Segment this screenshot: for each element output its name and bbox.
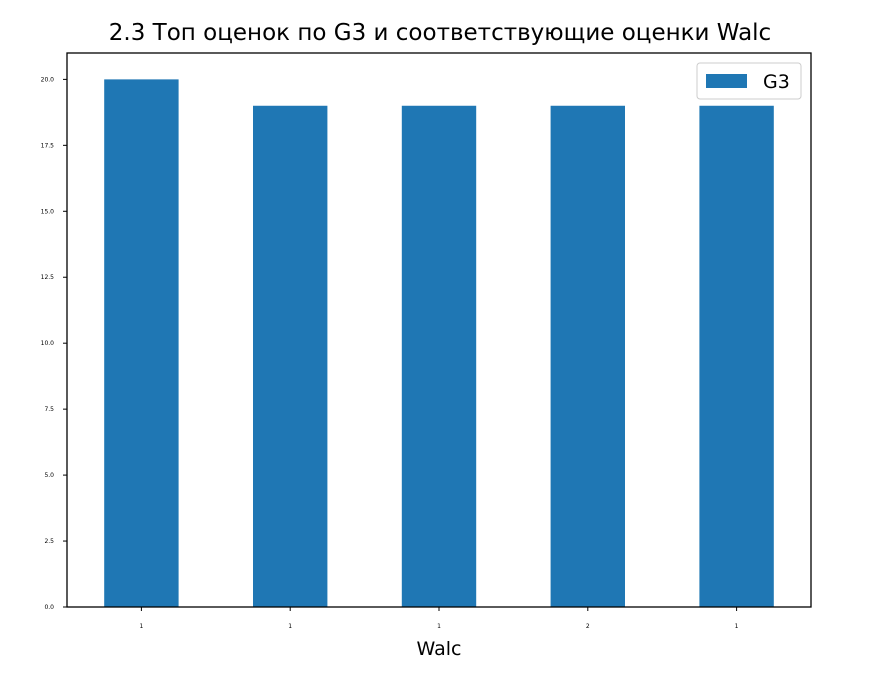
- legend-box: [696, 62, 802, 100]
- y-tick-label: 20.0: [41, 76, 55, 83]
- bar-5: [699, 105, 774, 607]
- y-axis-ticks: 0.0 2.5 5.0 7.5 10.0 12.5 15.0 17.5 20.0: [41, 76, 67, 611]
- legend: G3: [696, 62, 802, 100]
- y-tick-label: 5.0: [44, 472, 54, 479]
- y-tick-label: 7.5: [44, 406, 54, 413]
- y-tick-label: 15.0: [41, 208, 55, 215]
- y-tick-label: 2.5: [44, 538, 54, 545]
- legend-swatch-g3: [706, 74, 747, 88]
- y-tick-label: 12.5: [41, 274, 55, 281]
- bar-1: [104, 79, 179, 607]
- y-tick-label: 10.0: [41, 340, 55, 347]
- bar-3: [401, 105, 477, 607]
- x-tick-label: 1: [139, 623, 143, 630]
- x-axis-label: Walc: [417, 638, 462, 660]
- bar-4: [550, 105, 625, 607]
- x-tick-label: 1: [735, 623, 739, 630]
- y-tick-label: 0.0: [44, 604, 54, 611]
- chart-title: 2.3 Топ оценок по G3 и соответствующие о…: [109, 20, 771, 46]
- legend-label-g3: G3: [763, 71, 790, 93]
- x-tick-label: 2: [586, 623, 590, 630]
- plot-frame: [66, 52, 812, 608]
- x-tick-label: 1: [437, 623, 441, 630]
- bars-layer: [104, 79, 774, 607]
- y-tick-label: 17.5: [41, 142, 55, 149]
- x-tick-label: 1: [288, 623, 292, 630]
- x-axis-ticks: 1 1 1 2 1: [139, 607, 739, 630]
- bar-2: [253, 105, 328, 607]
